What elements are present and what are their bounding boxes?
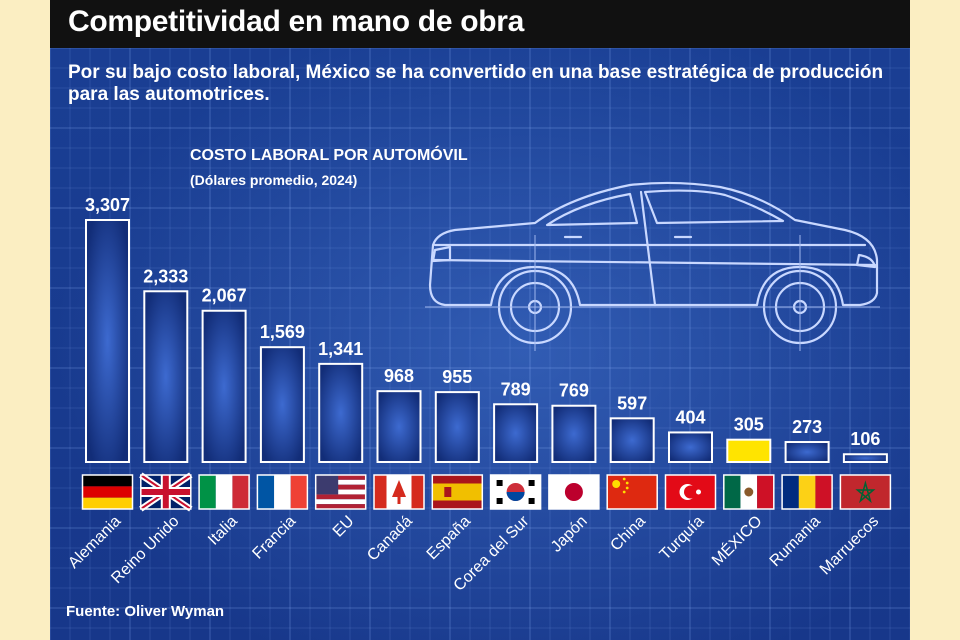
bar-value-label: 955: [442, 367, 472, 387]
bar-value-label: 597: [617, 393, 647, 413]
bar-value-label: 769: [559, 381, 589, 401]
bar-value-label: 789: [501, 379, 531, 399]
morocco-flag-icon: [839, 474, 892, 510]
south-korea-flag-icon: [489, 474, 542, 510]
infographic-panel: Competitividad en mano de obra Por su ba…: [50, 0, 910, 640]
bar-reino-unido: [143, 290, 189, 463]
uk-flag-icon: [139, 472, 193, 512]
canada-flag-icon: [373, 474, 425, 510]
bar-value-label: 3,307: [85, 195, 130, 215]
title-bar: Competitividad en mano de obra: [50, 0, 910, 48]
source-note: Fuente: Oliver Wyman: [66, 603, 225, 620]
mexico-flag-icon: [723, 474, 775, 510]
bar-francia: [259, 346, 305, 464]
chart-subtitle: (Dólares promedio, 2024): [190, 172, 358, 188]
bar-méxico: [726, 438, 772, 463]
bar-canadá: [376, 390, 422, 464]
category-label: España: [424, 513, 474, 563]
bar-value-label: 106: [850, 429, 880, 449]
china-flag-icon: [606, 474, 658, 510]
page-subtitle: Por su bajo costo laboral, México se ha …: [68, 62, 884, 105]
category-label: Turquía: [657, 513, 708, 564]
category-label: Alemania: [65, 513, 124, 572]
italy-flag-icon: [198, 474, 250, 510]
bar-value-label: 1,341: [318, 339, 363, 359]
bar-value-label: 1,569: [260, 322, 305, 342]
category-label: Francia: [249, 513, 299, 563]
bar-china: [609, 417, 655, 464]
car-blueprint-illustration: [425, 181, 880, 351]
turkey-flag-icon: [664, 474, 717, 510]
chart-title: COSTO LABORAL POR AUTOMÓVIL: [190, 147, 468, 164]
bar-eu: [318, 362, 364, 464]
france-flag-icon: [256, 474, 309, 510]
bar-value-label: 404: [675, 407, 705, 427]
bar-rumania: [784, 441, 830, 463]
car-rear-window: [545, 192, 639, 227]
bar-value-label: 2,333: [143, 266, 188, 286]
bar-value-label: 305: [734, 415, 764, 435]
category-label: Marruecos: [817, 513, 882, 578]
bar-marruecos: [842, 453, 888, 464]
bar-italia: [201, 309, 247, 463]
germany-flag-icon: [81, 474, 134, 510]
category-label: Japón: [548, 513, 591, 556]
category-label: EU: [330, 513, 358, 541]
category-label: Rumania: [767, 513, 824, 570]
car-front-window: [643, 189, 785, 225]
category-label: Italia: [205, 513, 241, 549]
bar-alemania: [85, 219, 130, 463]
blueprint-grid: [50, 47, 910, 640]
category-label: MÉXICO: [708, 511, 766, 569]
category-label: China: [607, 513, 649, 555]
bar-turquía: [668, 431, 713, 463]
bar-japón: [551, 404, 597, 464]
bar-corea-del-sur: [493, 403, 539, 464]
bar-value-label: 2,067: [202, 286, 247, 306]
usa-flag-icon: [314, 474, 367, 510]
spain-flag-icon: [431, 474, 484, 510]
japan-flag-icon: [548, 474, 600, 510]
bar-españa: [434, 391, 480, 463]
page-title: Competitividad en mano de obra: [68, 5, 525, 38]
bar-value-label: 273: [792, 417, 822, 437]
bar-value-label: 968: [384, 366, 414, 386]
romania-flag-icon: [781, 474, 833, 510]
category-label: Canadá: [364, 513, 416, 565]
